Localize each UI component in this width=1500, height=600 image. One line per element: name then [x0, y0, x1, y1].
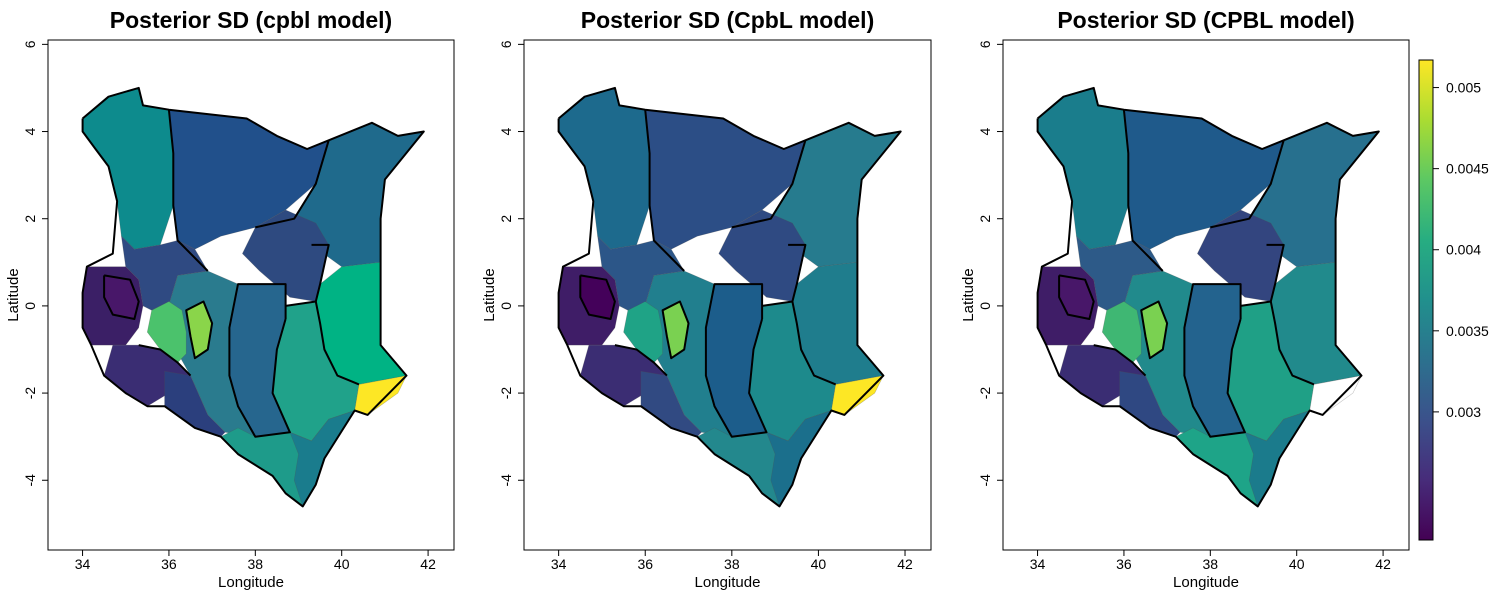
colorbar-tick-label: 0.004 — [1446, 242, 1481, 258]
boundary-line — [661, 300, 690, 360]
colorbar-tick-label: 0.003 — [1446, 404, 1481, 420]
panel-title: Posterior SD (CpbL model) — [581, 7, 875, 33]
colorbar-gradient — [1418, 59, 1434, 541]
y-tick-label: -4 — [498, 474, 514, 487]
boundary-line — [644, 109, 685, 272]
y-axis-label: Latitude — [5, 268, 22, 321]
x-tick-label: 42 — [420, 556, 436, 572]
y-axis-label: Latitude — [481, 268, 498, 321]
boundary-line — [579, 274, 616, 320]
x-tick-label: 42 — [897, 556, 913, 572]
y-tick-label: -4 — [977, 474, 993, 487]
x-tick-label: 34 — [1030, 556, 1046, 572]
y-axis-label: Latitude — [960, 268, 977, 321]
colorbar: 0.003 0.0035 0.004 0.0045 0.005 — [1418, 59, 1489, 541]
y-tick-label: 6 — [498, 40, 514, 48]
y-tick-label: 0 — [22, 302, 38, 310]
county-boundaries — [557, 86, 902, 508]
plot-frame — [1002, 39, 1410, 551]
boundary-line — [1140, 300, 1169, 360]
y-tick-label: -2 — [22, 387, 38, 400]
y-tick-label: -2 — [498, 387, 514, 400]
boundary-line — [704, 283, 768, 438]
boundary-line — [285, 243, 330, 307]
boundary-line — [1093, 344, 1147, 377]
y-tick-label: 4 — [22, 127, 38, 135]
boundary-line — [103, 274, 140, 320]
county-region-lamu — [354, 375, 408, 416]
x-tick-label: 40 — [334, 556, 350, 572]
boundary-line — [1036, 86, 1380, 508]
x-tick-label: 34 — [551, 556, 567, 572]
panel-title: Posterior SD (cpbl model) — [110, 7, 392, 33]
boundary-line — [138, 344, 192, 377]
x-tick-label: 36 — [161, 556, 177, 572]
x-tick-label: 34 — [75, 556, 91, 572]
y-tick-label: 6 — [22, 40, 38, 48]
colorbar-tick-label: 0.005 — [1446, 80, 1481, 96]
x-tick-label: 40 — [811, 556, 827, 572]
county-region-lamu — [831, 375, 884, 416]
y-tick-label: 0 — [498, 302, 514, 310]
y-tick-label: 4 — [498, 127, 514, 135]
panel-title: Posterior SD (CPBL model) — [1057, 7, 1354, 33]
boundary-line — [1210, 140, 1285, 229]
y-tick-label: -4 — [22, 474, 38, 487]
boundary-line — [1269, 301, 1315, 386]
county-region-central-upper — [623, 301, 663, 363]
boundary-line — [228, 283, 291, 438]
y-tick-label: 6 — [977, 40, 993, 48]
colorbar-tick-label: 0.0045 — [1446, 161, 1489, 177]
map-panel-3: Posterior SD (CPBL model)34 36 38 40 426420-… — [960, 7, 1410, 591]
x-tick-label: 38 — [724, 556, 740, 572]
county-regions — [82, 87, 425, 508]
boundary-line — [1183, 283, 1246, 438]
x-axis-label: Longitude — [218, 574, 284, 591]
boundary-line — [81, 86, 425, 508]
county-region-central-upper — [146, 301, 187, 363]
county-region-central-upper — [1101, 301, 1142, 363]
x-axis-label: Longitude — [695, 574, 761, 591]
x-tick-label: 38 — [248, 556, 264, 572]
boundary-line — [314, 301, 360, 386]
boundary-line — [557, 86, 902, 508]
y-tick-label: 2 — [22, 215, 38, 223]
x-tick-label: 42 — [1375, 556, 1391, 572]
map-panel-1: Posterior SD (cpbl model)34 36 38 40 426420-… — [5, 7, 455, 591]
y-tick-label: 0 — [977, 302, 993, 310]
plot-frame — [47, 39, 455, 551]
county-boundaries — [81, 86, 425, 508]
boundary-line — [791, 301, 837, 386]
county-region-north-west — [1037, 87, 1129, 250]
plot-frame — [523, 39, 932, 551]
boundary-line — [255, 140, 330, 229]
boundary-line — [167, 109, 209, 272]
y-tick-label: 2 — [498, 215, 514, 223]
x-axis-label: Longitude — [1173, 574, 1239, 591]
boundary-line — [1240, 243, 1285, 307]
county-region-lamu — [1309, 375, 1363, 416]
county-regions — [1037, 87, 1380, 508]
y-tick-label: 2 — [977, 215, 993, 223]
boundary-line — [185, 300, 214, 360]
map-panel-2: Posterior SD (CpbL model)34 36 38 40 426420-… — [481, 7, 932, 591]
county-regions — [558, 87, 902, 508]
boundary-line — [1122, 109, 1164, 272]
boundary-line — [731, 140, 807, 229]
county-boundaries — [1036, 86, 1380, 508]
x-tick-label: 40 — [1289, 556, 1305, 572]
y-tick-label: 4 — [977, 127, 993, 135]
boundary-line — [761, 243, 807, 307]
county-region-north-west — [82, 87, 174, 250]
x-tick-label: 36 — [1116, 556, 1132, 572]
x-tick-label: 38 — [1203, 556, 1219, 572]
county-region-north-west — [558, 87, 650, 250]
x-tick-label: 36 — [637, 556, 653, 572]
y-tick-label: -2 — [977, 387, 993, 400]
boundary-line — [614, 344, 668, 377]
colorbar-tick-label: 0.0035 — [1446, 323, 1489, 339]
boundary-line — [1058, 274, 1095, 320]
